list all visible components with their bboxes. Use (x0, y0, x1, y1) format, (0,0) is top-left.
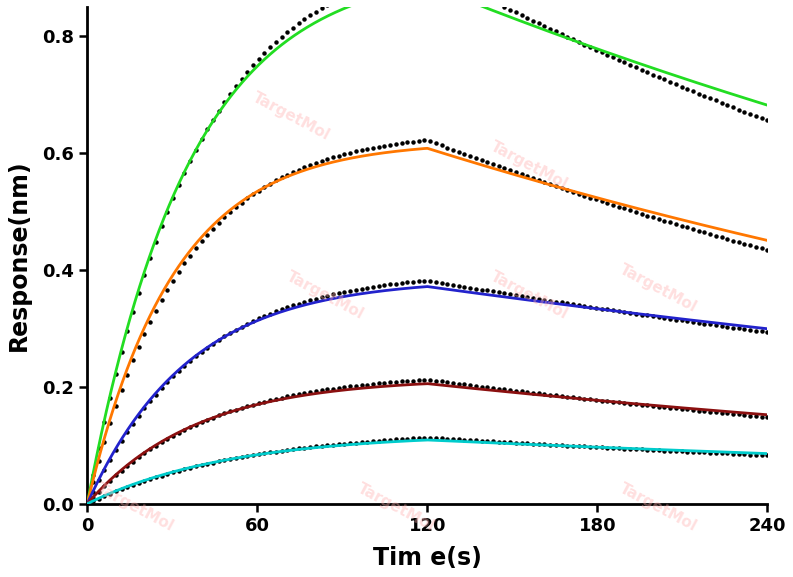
Text: TargetMol: TargetMol (284, 268, 366, 322)
Text: TargetMol: TargetMol (488, 268, 570, 322)
X-axis label: Tim e(s): Tim e(s) (373, 546, 481, 570)
Text: TargetMol: TargetMol (250, 89, 332, 143)
Text: TargetMol: TargetMol (617, 481, 699, 534)
Y-axis label: Response(nm): Response(nm) (7, 159, 31, 351)
Text: TargetMol: TargetMol (355, 481, 438, 534)
Text: TargetMol: TargetMol (94, 481, 176, 534)
Text: TargetMol: TargetMol (617, 262, 699, 315)
Text: TargetMol: TargetMol (488, 139, 570, 193)
